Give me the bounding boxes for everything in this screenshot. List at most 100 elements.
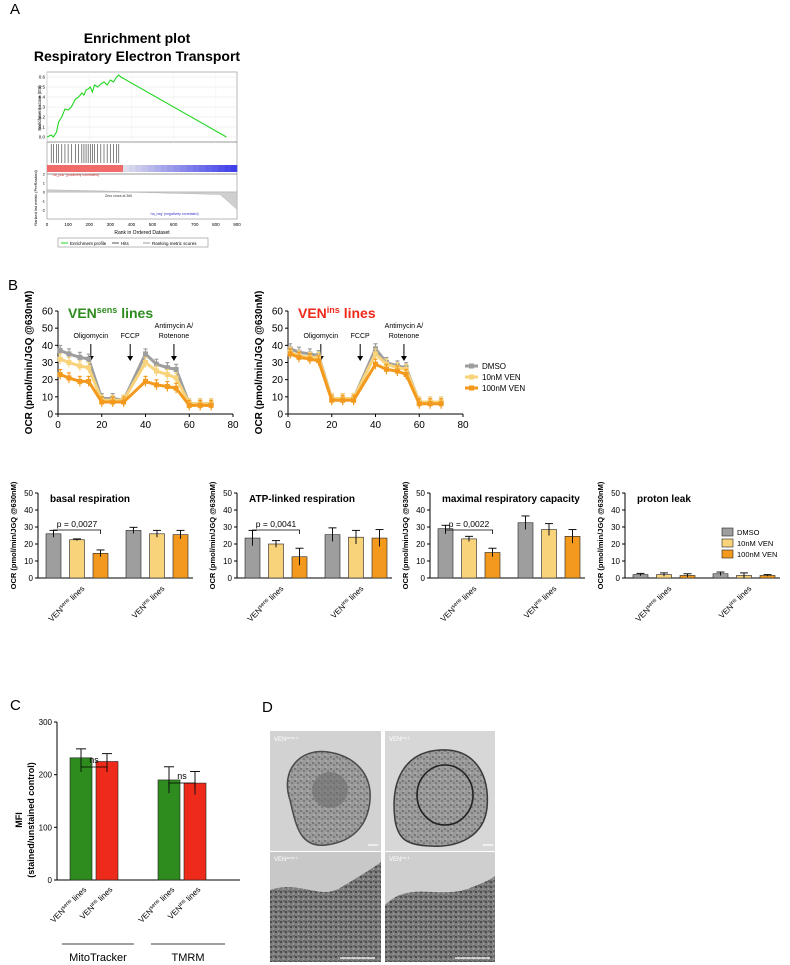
ocr-xtick-label: 0 — [285, 420, 291, 431]
mfi-ylabel2: (stained/unstained control) — [26, 762, 36, 878]
bar-pvalue: p = 0,0027 — [57, 519, 98, 529]
ocr-xtick-label: 80 — [227, 420, 239, 431]
bar-ylabel: OCR (pmol/min/JGQ @630nM) — [208, 481, 217, 589]
bar-group-label: VENins lines — [329, 584, 365, 620]
em-label-2: VENins 1 — [389, 735, 411, 743]
gsea-zero-annotation: Zero cross at 360 — [105, 194, 132, 198]
mfi-group-label: TMRM — [172, 952, 205, 964]
ocr-point — [57, 347, 63, 353]
ocr-xtick-label: 40 — [370, 420, 382, 431]
gsea-colorbar-segment — [148, 165, 155, 172]
em-image-panel: VENsens 1 VENins 1 VENsens 1 VENins 1 — [270, 731, 495, 962]
ocr-point — [77, 378, 83, 384]
panel-letter-b: B — [8, 277, 18, 294]
gsea-xtick: 700 — [191, 222, 199, 227]
bar-group-label-rest: lines — [654, 584, 674, 604]
gsea-ytick2: 0 — [43, 190, 46, 195]
mfi-chart: MFI (stained/unstained control) 0 100 200 3… — [14, 718, 240, 964]
mfi-bar — [95, 761, 119, 881]
ocr-legend-marker — [469, 385, 474, 391]
mfi-significance-bracket — [80, 766, 108, 772]
bar-significance-bracket — [53, 529, 101, 534]
bar-rect — [172, 534, 189, 579]
mfi-bar — [157, 779, 181, 881]
ocr-point — [86, 378, 92, 384]
gsea-colorbar-segment — [192, 165, 200, 172]
mfi-ylabel: MFI — [14, 812, 24, 828]
bar-group-label-rest: lines — [67, 584, 87, 604]
ocr-point — [373, 361, 378, 367]
bar-ytick-label: 10 — [416, 557, 425, 566]
ocr-timecourse-sens: VENsens lines 0 10 20 30 40 50 60 0 20 40 60 80 OCR … — [24, 291, 239, 435]
bar-ylabel: OCR (pmol/min/JGQ @630nM) — [401, 481, 410, 589]
gsea-xlabel: Rank in Ordered Dataset — [114, 230, 170, 236]
ocr-point — [77, 354, 83, 360]
ocr-ytick-label: 50 — [42, 324, 54, 335]
gsea-ytick: 0.3 — [39, 105, 46, 110]
gsea-colorbar-segment — [142, 165, 149, 172]
gsea-xtick: 300 — [107, 222, 115, 227]
ocr-legend-marker — [469, 363, 474, 369]
gsea-metric-frame — [46, 173, 238, 220]
bar-legend-swatch — [721, 527, 734, 537]
ocr-timecourse-ins: VENins lines 0 10 20 30 40 50 60 0 20 40 60 80 OCR (… — [254, 291, 469, 435]
bar-rect — [268, 543, 284, 579]
ocr-injection-label: Oligomycin — [74, 333, 109, 340]
gsea-ytick2: 1 — [43, 181, 46, 186]
ocr-point — [66, 351, 72, 357]
bar-legend-label: DMSO — [737, 528, 760, 537]
bar-group-label: VENsens lines — [439, 584, 479, 624]
gsea-colorbar-segment — [205, 165, 212, 172]
ocr-point — [153, 361, 159, 367]
bar-legend-label: 10nM VEN — [737, 539, 773, 548]
bar-rect — [92, 553, 109, 579]
ocr-ytick-label: 60 — [272, 307, 284, 318]
bar-ytick-label: 10 — [24, 557, 33, 566]
gsea-colorbar-segment — [218, 165, 225, 172]
gsea-colorbar-segment — [47, 165, 54, 172]
ocr-legend: DMSO 10nM VEN 100nM VEN — [465, 362, 525, 393]
ocr-legend-label: DMSO — [482, 362, 506, 371]
bar-maximal-capacity: maximal respiratory capacity 0 10 20 30 40 50 O… — [401, 481, 585, 624]
bar-ytick-label: 10 — [611, 557, 620, 566]
gsea-colorbar-segment — [186, 165, 193, 172]
ocr-point — [197, 402, 203, 408]
bar-ytick-label: 20 — [24, 540, 33, 549]
gsea-legend-box — [57, 237, 209, 248]
gsea-colorbar-segment — [59, 165, 67, 172]
gsea-xtick: 600 — [170, 222, 178, 227]
bar-rect — [45, 533, 62, 579]
bar-ytick-label: 40 — [611, 506, 620, 515]
ocr-injection-label: FCCP — [351, 333, 370, 340]
gsea-ytick2: -2 — [41, 208, 45, 213]
ocr-ytick-label: 40 — [42, 341, 54, 352]
gsea-legend-metric: Ranking metric scores — [152, 241, 197, 246]
bar-rect — [461, 538, 477, 579]
bar-rect — [517, 522, 534, 579]
mfi-bar — [183, 782, 207, 881]
gsea-neg-annotation: 'na_neg' (negatively correlated) — [150, 212, 199, 216]
ocr-point — [77, 363, 83, 369]
ocr-injection-arrowhead — [127, 356, 134, 361]
gsea-pos-annotation: 'na_pos' (positively correlated) — [52, 173, 99, 177]
ocr-xtick-label: 60 — [184, 420, 196, 431]
bar-ytick-label: 0 — [29, 574, 34, 583]
ocr-point — [57, 356, 63, 362]
gsea-colorbar-segment — [66, 165, 73, 172]
ocr-point — [427, 401, 433, 407]
bar-title: ATP-linked respiration — [249, 494, 355, 505]
bar-basal-respiration: basal respiration 0 10 20 30 40 50 OCR (pmol/mi… — [9, 481, 193, 624]
bar-ytick-label: 20 — [611, 540, 620, 549]
gsea-colorbar-segment — [135, 165, 143, 172]
ocr-point — [383, 366, 389, 372]
em-nucleus-1 — [312, 772, 348, 808]
bar-ytick-label: 40 — [416, 506, 425, 515]
bar-rect — [541, 529, 557, 579]
ocr-point — [143, 378, 148, 384]
bar-ytick-label: 50 — [24, 489, 33, 498]
mfi-significance-label: ns — [89, 755, 99, 765]
ocr-sens-title: VENsens lines — [68, 305, 153, 321]
gsea-xtick: 500 — [149, 222, 157, 227]
ocr-injection-label: FCCP — [121, 333, 140, 340]
ocr-point — [351, 397, 357, 403]
